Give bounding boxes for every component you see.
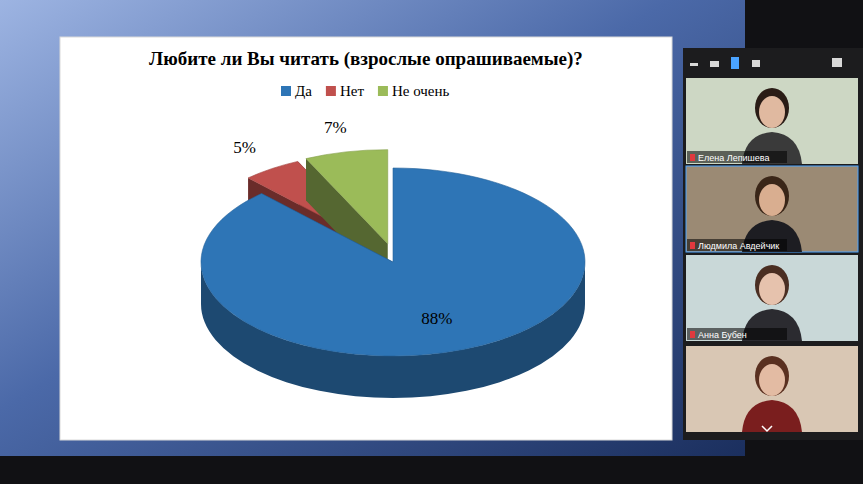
- legend-label: Нет: [340, 83, 364, 99]
- data-label: 88%: [421, 309, 452, 328]
- toolbar-icon[interactable]: [690, 63, 698, 66]
- participant-name: Анна Бубен: [698, 330, 747, 340]
- participant-name: Елена Лепишева: [698, 153, 769, 163]
- tile-bg: [686, 78, 858, 164]
- name-bg: [687, 151, 787, 163]
- person-body: [742, 400, 802, 432]
- tile-bg: [686, 166, 858, 252]
- participant-name: Людмила Авдейчик: [698, 241, 779, 251]
- person-face: [759, 364, 785, 396]
- data-label: 7%: [324, 118, 347, 137]
- stage: Любите ли Вы читать (взрослые опрашиваем…: [0, 0, 863, 484]
- legend-swatch: [326, 86, 336, 96]
- toolbar-icon[interactable]: [752, 60, 760, 67]
- video-tile[interactable]: Людмила Авдейчик: [686, 166, 858, 252]
- pie: [201, 150, 585, 398]
- person-hair: [755, 356, 789, 396]
- panel-bg: [683, 48, 863, 440]
- legend-swatch: [378, 86, 388, 96]
- scroll-arrow[interactable]: [762, 426, 772, 431]
- chart-area: [60, 37, 672, 440]
- name-bg: [687, 328, 787, 340]
- person-face: [759, 273, 785, 305]
- tile-bg: [686, 346, 858, 432]
- person-face: [759, 184, 785, 216]
- tile-bg: [686, 255, 858, 341]
- toolbar-icon[interactable]: [710, 61, 719, 67]
- legend: Да Нет Не очень: [281, 83, 450, 99]
- person-hair: [755, 265, 789, 305]
- mic-muted-icon: [690, 242, 695, 249]
- toolbar-icon[interactable]: [731, 57, 739, 69]
- legend-label: Не очень: [392, 83, 450, 99]
- pie-slice-top: [201, 168, 585, 356]
- video-tile[interactable]: Елена Лепишева: [686, 78, 858, 164]
- name-bg: [687, 239, 787, 251]
- legend-swatch: [281, 86, 291, 96]
- person-hair: [755, 88, 789, 128]
- mic-muted-icon: [690, 331, 695, 338]
- data-label: 5%: [233, 138, 256, 157]
- person-face: [759, 96, 785, 128]
- toolbar-icon[interactable]: [832, 58, 842, 67]
- video-panel: Елена Лепишева Людмила Авдейчик Анна Бубен: [683, 48, 863, 440]
- screen-bg: [0, 0, 863, 484]
- legend-label: Да: [295, 83, 312, 99]
- video-tile[interactable]: [686, 346, 858, 432]
- mic-muted-icon: [690, 154, 695, 161]
- slide-bg: [0, 0, 745, 456]
- person-hair: [755, 176, 789, 216]
- video-tile[interactable]: Анна Бубен: [686, 255, 858, 341]
- chart-title: Любите ли Вы читать (взрослые опрашиваем…: [149, 48, 583, 70]
